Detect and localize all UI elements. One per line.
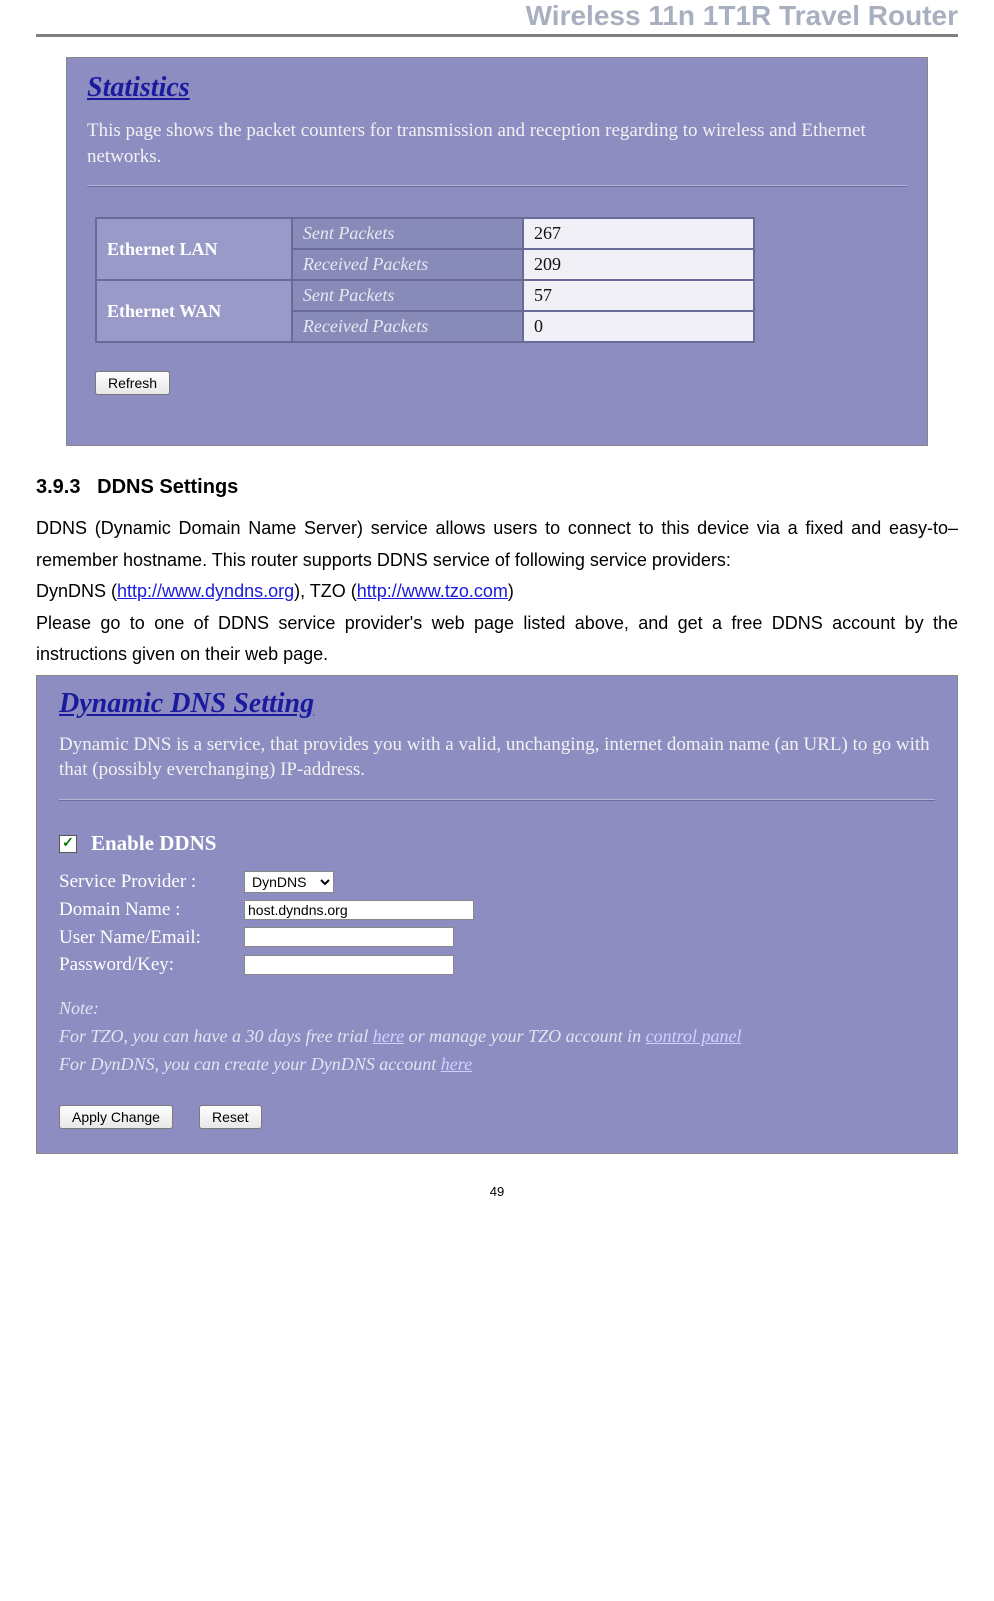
- ddns-panel: Dynamic DNS Setting Dynamic DNS is a ser…: [36, 675, 958, 1154]
- username-row: User Name/Email:: [59, 926, 935, 950]
- dyndns-create-link[interactable]: here: [441, 1054, 472, 1074]
- ddns-description: Dynamic DNS is a service, that provides …: [59, 732, 935, 783]
- providers-mid: ), TZO (: [294, 581, 357, 601]
- paragraph-text: Please go to one of DDNS service provide…: [36, 613, 958, 665]
- interface-cell: Ethernet WAN: [96, 280, 292, 342]
- metric-label: Sent Packets: [292, 218, 523, 249]
- metric-label: Received Packets: [292, 249, 523, 280]
- metric-value: 57: [523, 280, 754, 311]
- service-provider-row: Service Provider : DynDNS: [59, 870, 935, 894]
- apply-change-button[interactable]: Apply Change: [59, 1105, 173, 1129]
- section-heading: 3.9.3 DDNS Settings: [36, 476, 958, 499]
- note-text: or manage your TZO account in: [404, 1026, 646, 1046]
- password-input[interactable]: [244, 955, 454, 975]
- button-row: Apply Change Reset: [59, 1105, 935, 1129]
- metric-value: 209: [523, 249, 754, 280]
- divider: [87, 185, 907, 187]
- tzo-control-panel-link[interactable]: control panel: [646, 1026, 742, 1046]
- password-row: Password/Key:: [59, 953, 935, 977]
- enable-ddns-checkbox[interactable]: ✓: [59, 835, 77, 853]
- table-row: Ethernet WAN Sent Packets 57: [96, 280, 754, 311]
- reset-button[interactable]: Reset: [199, 1105, 262, 1129]
- section-number: 3.9.3: [36, 476, 80, 498]
- service-provider-label: Service Provider :: [59, 870, 244, 894]
- tzo-trial-link[interactable]: here: [373, 1026, 404, 1046]
- refresh-button[interactable]: Refresh: [95, 371, 170, 395]
- password-label: Password/Key:: [59, 953, 244, 977]
- metric-label: Sent Packets: [292, 280, 523, 311]
- tzo-link[interactable]: http://www.tzo.com: [357, 581, 508, 601]
- ddns-note: Note: For TZO, you can have a 30 days fr…: [59, 995, 935, 1079]
- ddns-title: Dynamic DNS Setting: [59, 688, 935, 720]
- enable-ddns-row: ✓ Enable DDNS: [59, 831, 935, 856]
- providers-suffix: ): [508, 581, 514, 601]
- service-provider-select[interactable]: DynDNS: [244, 871, 334, 893]
- section-body: DDNS (Dynamic Domain Name Server) servic…: [36, 513, 958, 671]
- document-header: Wireless 11n 1T1R Travel Router: [36, 0, 958, 37]
- note-title: Note:: [59, 998, 99, 1018]
- dyndns-link[interactable]: http://www.dyndns.org: [117, 581, 294, 601]
- metric-label: Received Packets: [292, 311, 523, 342]
- table-row: Ethernet LAN Sent Packets 267: [96, 218, 754, 249]
- metric-value: 267: [523, 218, 754, 249]
- domain-name-input[interactable]: [244, 900, 474, 920]
- providers-prefix: DynDNS (: [36, 581, 117, 601]
- domain-name-label: Domain Name :: [59, 898, 244, 922]
- paragraph-text: DDNS (Dynamic Domain Name Server) servic…: [36, 518, 958, 570]
- interface-cell: Ethernet LAN: [96, 218, 292, 280]
- domain-name-row: Domain Name :: [59, 898, 935, 922]
- note-text: For DynDNS, you can create your DynDNS a…: [59, 1054, 441, 1074]
- username-input[interactable]: [244, 927, 454, 947]
- statistics-title: Statistics: [87, 72, 190, 104]
- statistics-description: This page shows the packet counters for …: [87, 118, 907, 169]
- section-title: DDNS Settings: [97, 476, 238, 498]
- page-number: 49: [36, 1184, 958, 1199]
- statistics-panel: Statistics This page shows the packet co…: [66, 57, 928, 446]
- username-label: User Name/Email:: [59, 926, 244, 950]
- enable-ddns-label: Enable DDNS: [91, 831, 216, 856]
- divider: [59, 799, 935, 801]
- statistics-table: Ethernet LAN Sent Packets 267 Received P…: [95, 217, 755, 343]
- note-text: For TZO, you can have a 30 days free tri…: [59, 1026, 373, 1046]
- metric-value: 0: [523, 311, 754, 342]
